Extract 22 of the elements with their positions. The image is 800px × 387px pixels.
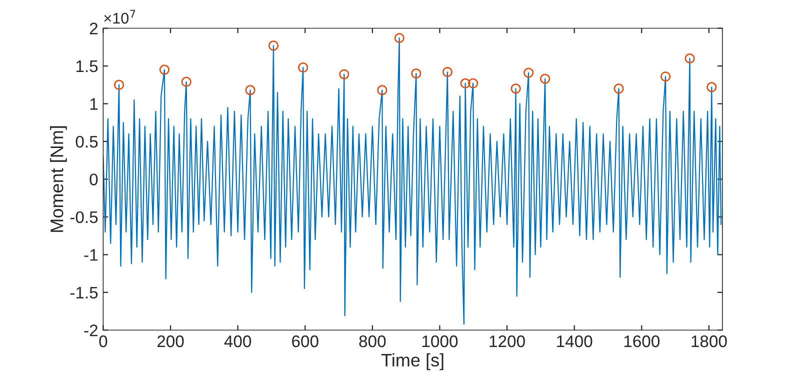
text: ×10$^{7}$ <box>104 10 136 24</box>
y-tick-label: 2 <box>90 22 98 34</box>
x-tick-label: 1200 <box>490 335 525 348</box>
y-tick-label: -1.5 <box>70 286 98 299</box>
x-tick-label: 1400 <box>557 335 592 348</box>
y-tick-label: -2 <box>84 324 98 336</box>
y-tick-label: -1 <box>84 249 98 261</box>
x-tick-label: 1000 <box>422 335 458 348</box>
y-tick-label: 1 <box>90 98 98 110</box>
y-tick-label: -0.5 <box>70 211 98 224</box>
x-tick-label: 400 <box>224 335 252 348</box>
x-tick-label: 200 <box>157 335 184 348</box>
x-tick-label: 1800 <box>692 335 727 348</box>
x-tick-label: 1600 <box>624 335 660 348</box>
y-axis-title: Moment [Nm] <box>50 126 67 232</box>
y-tick-label: 0.5 <box>76 136 98 148</box>
x-axis-title: Time [s] <box>381 353 444 370</box>
y-tick-label: 1.5 <box>76 60 98 72</box>
x-tick-label: 0 <box>99 335 108 348</box>
x-tick-label: 800 <box>359 335 386 348</box>
y-tick-label: 0 <box>90 174 98 186</box>
x-tick-label: 600 <box>292 335 318 348</box>
